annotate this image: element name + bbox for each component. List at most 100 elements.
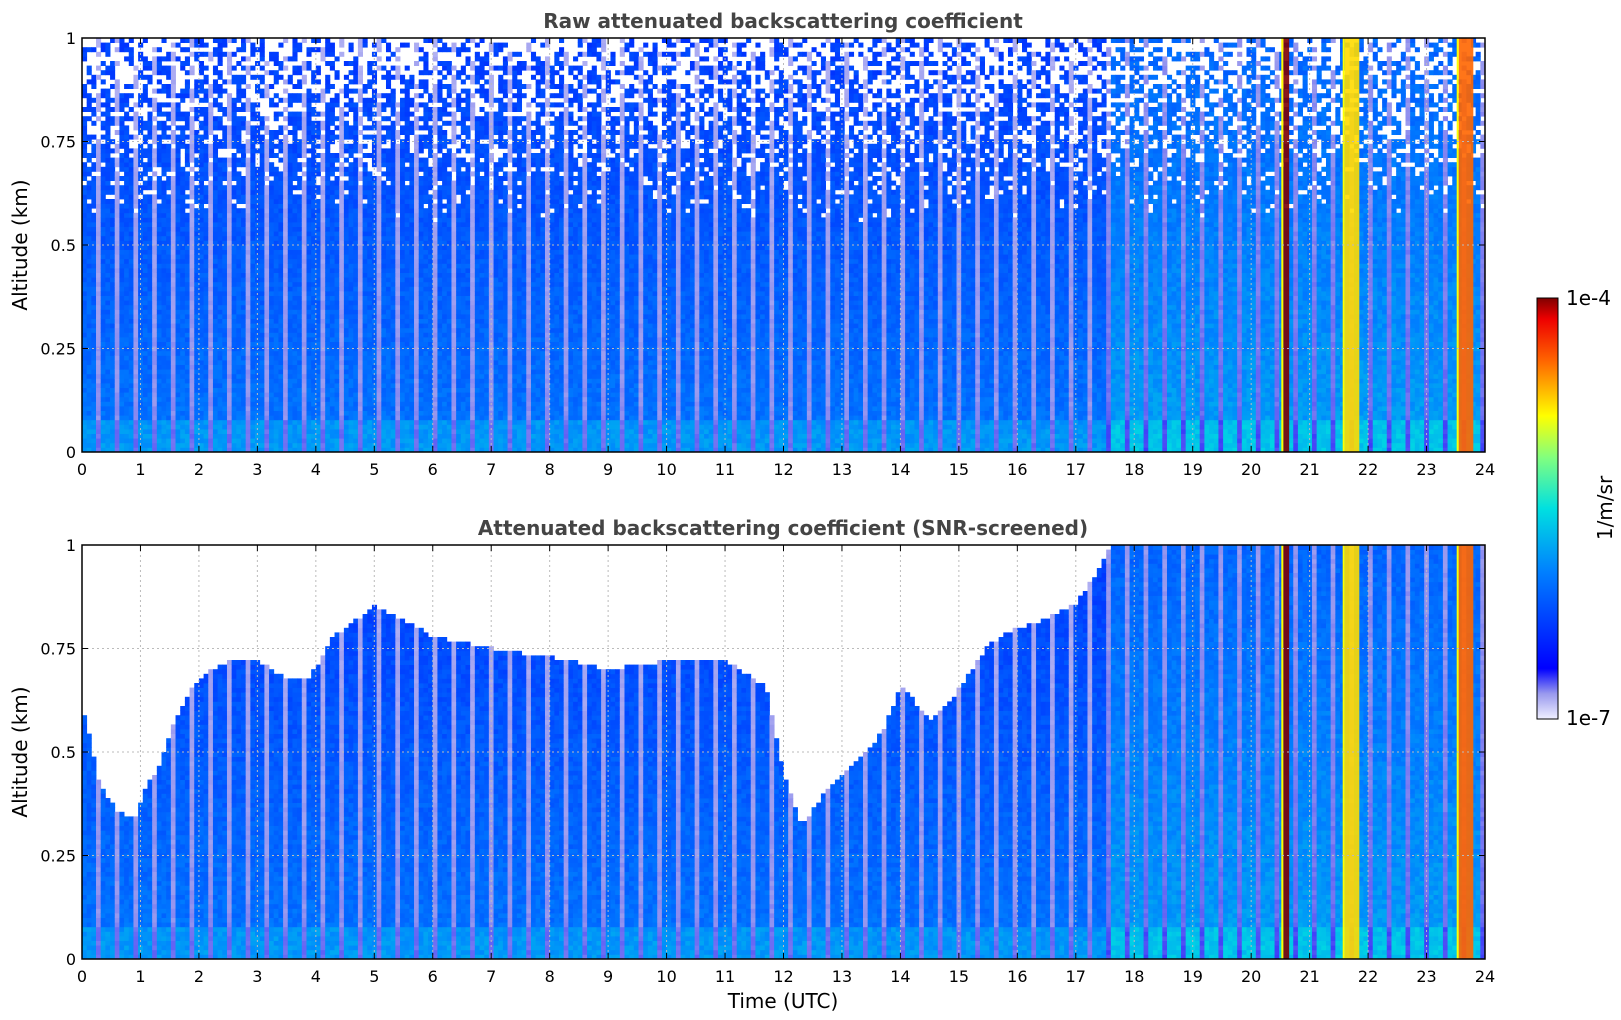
heatmap-cell <box>96 443 101 448</box>
heatmap-cell <box>162 383 167 388</box>
heatmap-cell <box>124 337 129 342</box>
heatmap-cell <box>110 374 115 379</box>
heatmap-cell <box>166 323 171 328</box>
heatmap-cell <box>190 365 195 370</box>
heatmap-cell <box>147 314 152 319</box>
heatmap-cell <box>204 194 209 199</box>
heatmap-cell <box>143 135 148 140</box>
heatmap-cell <box>147 434 152 439</box>
heatmap-cell <box>176 374 181 379</box>
heatmap-cell <box>185 162 190 167</box>
heatmap-cell <box>87 181 92 186</box>
heatmap-cell <box>124 144 129 149</box>
heatmap-cell <box>129 217 134 222</box>
heatmap-cell <box>143 424 148 429</box>
heatmap-cell <box>176 250 181 255</box>
heatmap-cell <box>129 355 134 360</box>
heatmap-cell <box>204 365 209 370</box>
heatmap-cell <box>129 342 134 347</box>
heatmap-cell <box>133 204 138 209</box>
heatmap-cell <box>129 378 134 383</box>
heatmap-cell <box>166 369 171 374</box>
heatmap-cell <box>204 171 209 176</box>
heatmap-cell <box>157 273 162 278</box>
heatmap-cell <box>185 369 190 374</box>
heatmap-cell <box>87 93 92 98</box>
heatmap-cell <box>105 282 110 287</box>
heatmap-cell <box>143 374 148 379</box>
heatmap-cell <box>208 411 213 416</box>
heatmap-cell <box>91 277 96 282</box>
heatmap-cell <box>204 429 209 434</box>
heatmap-cell <box>101 374 106 379</box>
heatmap-cell <box>105 397 110 402</box>
heatmap-cell <box>101 291 106 296</box>
heatmap-cell <box>129 213 134 218</box>
heatmap-cell <box>185 89 190 94</box>
heatmap-cell <box>147 66 152 71</box>
heatmap-cell <box>105 167 110 172</box>
heatmap-cell <box>204 52 209 57</box>
heatmap-cell <box>147 337 152 342</box>
heatmap-cell <box>166 365 171 370</box>
heatmap-cell <box>143 300 148 305</box>
heatmap-cell <box>91 332 96 337</box>
heatmap-cell <box>199 438 204 443</box>
heatmap-cell <box>143 420 148 425</box>
heatmap-cell <box>152 70 157 75</box>
heatmap-cell <box>87 185 92 190</box>
heatmap-cell <box>133 231 138 236</box>
heatmap-cell <box>152 314 157 319</box>
heatmap-cell <box>171 222 176 227</box>
heatmap-cell <box>82 89 87 94</box>
heatmap-cell <box>119 351 124 356</box>
heatmap-cell <box>143 296 148 301</box>
heatmap-cell <box>152 342 157 347</box>
heatmap-cell <box>157 305 162 310</box>
heatmap-cell <box>204 443 209 448</box>
heatmap-cell <box>119 378 124 383</box>
heatmap-cell <box>204 222 209 227</box>
heatmap-cell <box>152 259 157 264</box>
heatmap-cell <box>91 181 96 186</box>
heatmap-cell <box>119 130 124 135</box>
heatmap-cell <box>115 116 120 121</box>
heatmap-cell <box>124 328 129 333</box>
heatmap-cell <box>101 286 106 291</box>
heatmap-cell <box>152 369 157 374</box>
heatmap-cell <box>166 434 171 439</box>
heatmap-cell <box>176 162 181 167</box>
heatmap-cell <box>176 420 181 425</box>
heatmap-cell <box>152 116 157 121</box>
heatmap-cell <box>180 429 185 434</box>
heatmap-cell <box>133 102 138 107</box>
heatmap-cell <box>208 337 213 342</box>
heatmap-cell <box>87 236 92 241</box>
heatmap-cell <box>162 374 167 379</box>
heatmap-cell <box>96 98 101 103</box>
heatmap-cell <box>124 112 129 117</box>
heatmap-cell <box>87 171 92 176</box>
heatmap-cell <box>180 337 185 342</box>
heatmap-cell <box>115 227 120 232</box>
heatmap-cell <box>162 227 167 232</box>
heatmap-cell <box>129 309 134 314</box>
heatmap-cell <box>162 337 167 342</box>
heatmap-cell <box>171 374 176 379</box>
heatmap-cell <box>119 286 124 291</box>
heatmap-cell <box>176 424 181 429</box>
heatmap-cell <box>115 429 120 434</box>
heatmap-cell <box>180 438 185 443</box>
heatmap-cell <box>152 245 157 250</box>
heatmap-cell <box>152 434 157 439</box>
heatmap-cell <box>82 47 87 52</box>
heatmap-column <box>101 43 106 453</box>
heatmap-cell <box>157 213 162 218</box>
heatmap-cell <box>143 162 148 167</box>
heatmap-cell <box>185 319 190 324</box>
heatmap-cell <box>91 365 96 370</box>
heatmap-cell <box>87 378 92 383</box>
heatmap-cell <box>115 93 120 98</box>
heatmap-cell <box>129 84 134 89</box>
heatmap-cell <box>133 397 138 402</box>
